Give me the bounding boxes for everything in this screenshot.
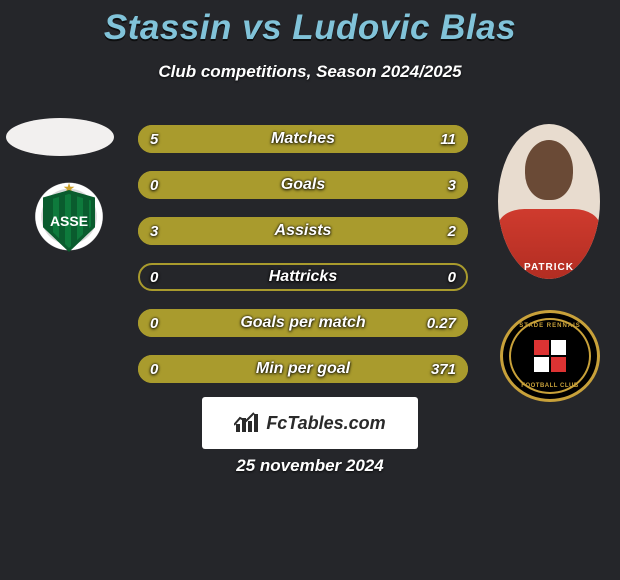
stat-bar-fill-right bbox=[336, 217, 468, 245]
stat-bar-fill-right bbox=[241, 125, 468, 153]
player-right-club-badge: STADE RENNAIS FOOTBALL CLUB bbox=[500, 310, 600, 402]
footer-date: 25 november 2024 bbox=[0, 456, 620, 476]
stat-bar-fill-right bbox=[138, 309, 468, 337]
player-right-avatar: PATRICK bbox=[498, 124, 600, 279]
stat-bar-fill-right bbox=[138, 171, 468, 199]
stat-row: 00Hattricks bbox=[138, 263, 468, 291]
ermine-icon bbox=[533, 339, 567, 373]
stat-bar-fill-left bbox=[138, 125, 241, 153]
stat-bar-fill-left bbox=[138, 217, 336, 245]
club-right-text-bottom: FOOTBALL CLUB bbox=[521, 383, 578, 389]
shield-icon: ASSE bbox=[43, 190, 95, 252]
player-right-jersey-brand: PATRICK bbox=[524, 262, 574, 273]
player-left-avatar bbox=[6, 118, 114, 156]
bar-chart-icon bbox=[234, 412, 260, 434]
footer-brand-text: FcTables.com bbox=[266, 413, 385, 434]
club-right-text-top: STADE RENNAIS bbox=[519, 323, 581, 329]
page-subtitle: Club competitions, Season 2024/2025 bbox=[0, 62, 620, 82]
page-title: Stassin vs Ludovic Blas bbox=[0, 0, 620, 48]
stat-row: 32Assists bbox=[138, 217, 468, 245]
player-right-head bbox=[525, 140, 573, 200]
player-left-club-badge: ★ ASSE bbox=[24, 176, 114, 266]
stat-bar-outline bbox=[138, 263, 468, 291]
stat-bar-fill-right bbox=[138, 355, 468, 383]
stat-row: 0371Min per goal bbox=[138, 355, 468, 383]
stat-row: 511Matches bbox=[138, 125, 468, 153]
club-left-initials: ASSE bbox=[50, 213, 88, 229]
comparison-bars: 511Matches 03Goals 32Assists 00Hattricks 00.… bbox=[138, 125, 468, 401]
footer-brand-badge[interactable]: FcTables.com bbox=[202, 397, 418, 449]
stat-row: 00.27Goals per match bbox=[138, 309, 468, 337]
stat-row: 03Goals bbox=[138, 171, 468, 199]
